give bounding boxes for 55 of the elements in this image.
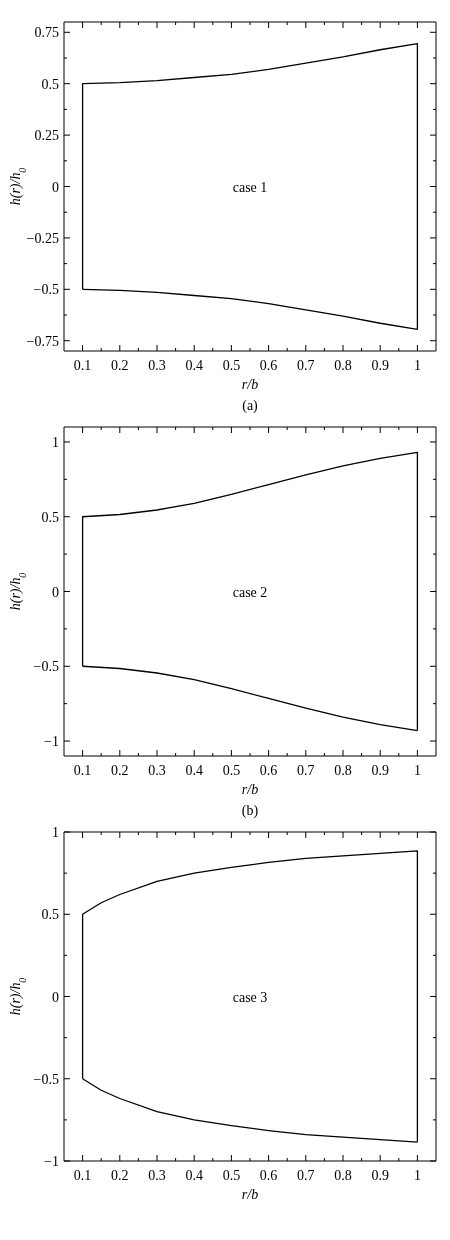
annotation: case 2 bbox=[232, 584, 268, 600]
x-tick-label: 0.9 bbox=[371, 1168, 389, 1183]
y-tick-label: −0.5 bbox=[33, 282, 59, 298]
x-tick-label: 0.5 bbox=[222, 1168, 241, 1183]
x-tick-label: 0.6 bbox=[259, 358, 278, 373]
y-tick-label: −1 bbox=[44, 1154, 59, 1169]
x-tick-label: 0.4 bbox=[185, 358, 203, 373]
y-tick-label: −0.75 bbox=[26, 333, 59, 349]
x-tick-label: 0.5 bbox=[222, 358, 241, 373]
y-tick-label: 0 bbox=[52, 584, 59, 600]
x-tick-label: 0.2 bbox=[111, 358, 129, 373]
x-tick-label: 0.3 bbox=[148, 358, 166, 373]
y-tick-label: 0.5 bbox=[41, 907, 59, 923]
x-tick-label: 0.8 bbox=[334, 763, 352, 778]
x-tick-label: 0.8 bbox=[334, 358, 352, 373]
y-tick-label: 0 bbox=[52, 989, 59, 1005]
y-tick-label: 1 bbox=[52, 825, 59, 840]
x-tick-label: 0.4 bbox=[185, 763, 203, 778]
x-tick-label: 0.1 bbox=[73, 763, 92, 778]
x-tick-label: 0.8 bbox=[334, 1168, 352, 1183]
x-axis-title: r/b bbox=[241, 377, 259, 392]
x-tick-label: 0.2 bbox=[111, 763, 129, 778]
y-tick-label: −0.5 bbox=[33, 1071, 59, 1087]
x-tick-label: 0.1 bbox=[73, 358, 92, 373]
x-tick-label: 0.6 bbox=[259, 763, 278, 778]
y-tick-label: −1 bbox=[44, 734, 59, 750]
x-tick-label: 1 bbox=[413, 763, 421, 778]
x-tick-label: 0.2 bbox=[111, 1168, 129, 1183]
x-tick-label: 0.1 bbox=[73, 1168, 92, 1183]
x-tick-label: 0.7 bbox=[297, 358, 315, 373]
text: (b) bbox=[241, 803, 259, 819]
annotation: case 1 bbox=[232, 179, 268, 195]
x-tick-label: 0.3 bbox=[148, 763, 166, 778]
x-tick-label: 0.7 bbox=[297, 1168, 315, 1183]
y-tick-label: −0.25 bbox=[26, 230, 59, 246]
y-tick-label: 0.25 bbox=[34, 128, 59, 144]
x-tick-label: 1 bbox=[413, 358, 421, 373]
annotation: case 3 bbox=[232, 989, 268, 1005]
x-axis-title: r/b bbox=[241, 1187, 259, 1202]
x-tick-label: 0.9 bbox=[371, 763, 389, 778]
x-tick-label: 0.7 bbox=[297, 763, 315, 778]
text: (a) bbox=[242, 398, 259, 414]
y-tick-label: 0.5 bbox=[41, 509, 59, 525]
x-tick-label: 0.9 bbox=[371, 358, 389, 373]
x-tick-label: 0.4 bbox=[185, 1168, 203, 1183]
x-tick-label: 0.3 bbox=[148, 1168, 166, 1183]
y-tick-label: 0.75 bbox=[34, 25, 59, 41]
x-tick-label: 1 bbox=[413, 1168, 421, 1183]
y-tick-label: 0 bbox=[52, 179, 59, 195]
x-axis-title: r/b bbox=[241, 782, 259, 797]
x-tick-label: 0.5 bbox=[222, 763, 241, 778]
y-tick-label: 1 bbox=[52, 434, 59, 450]
y-tick-label: −0.5 bbox=[33, 659, 59, 675]
x-tick-label: 0.6 bbox=[259, 1168, 278, 1183]
y-tick-label: 0.5 bbox=[41, 76, 59, 92]
